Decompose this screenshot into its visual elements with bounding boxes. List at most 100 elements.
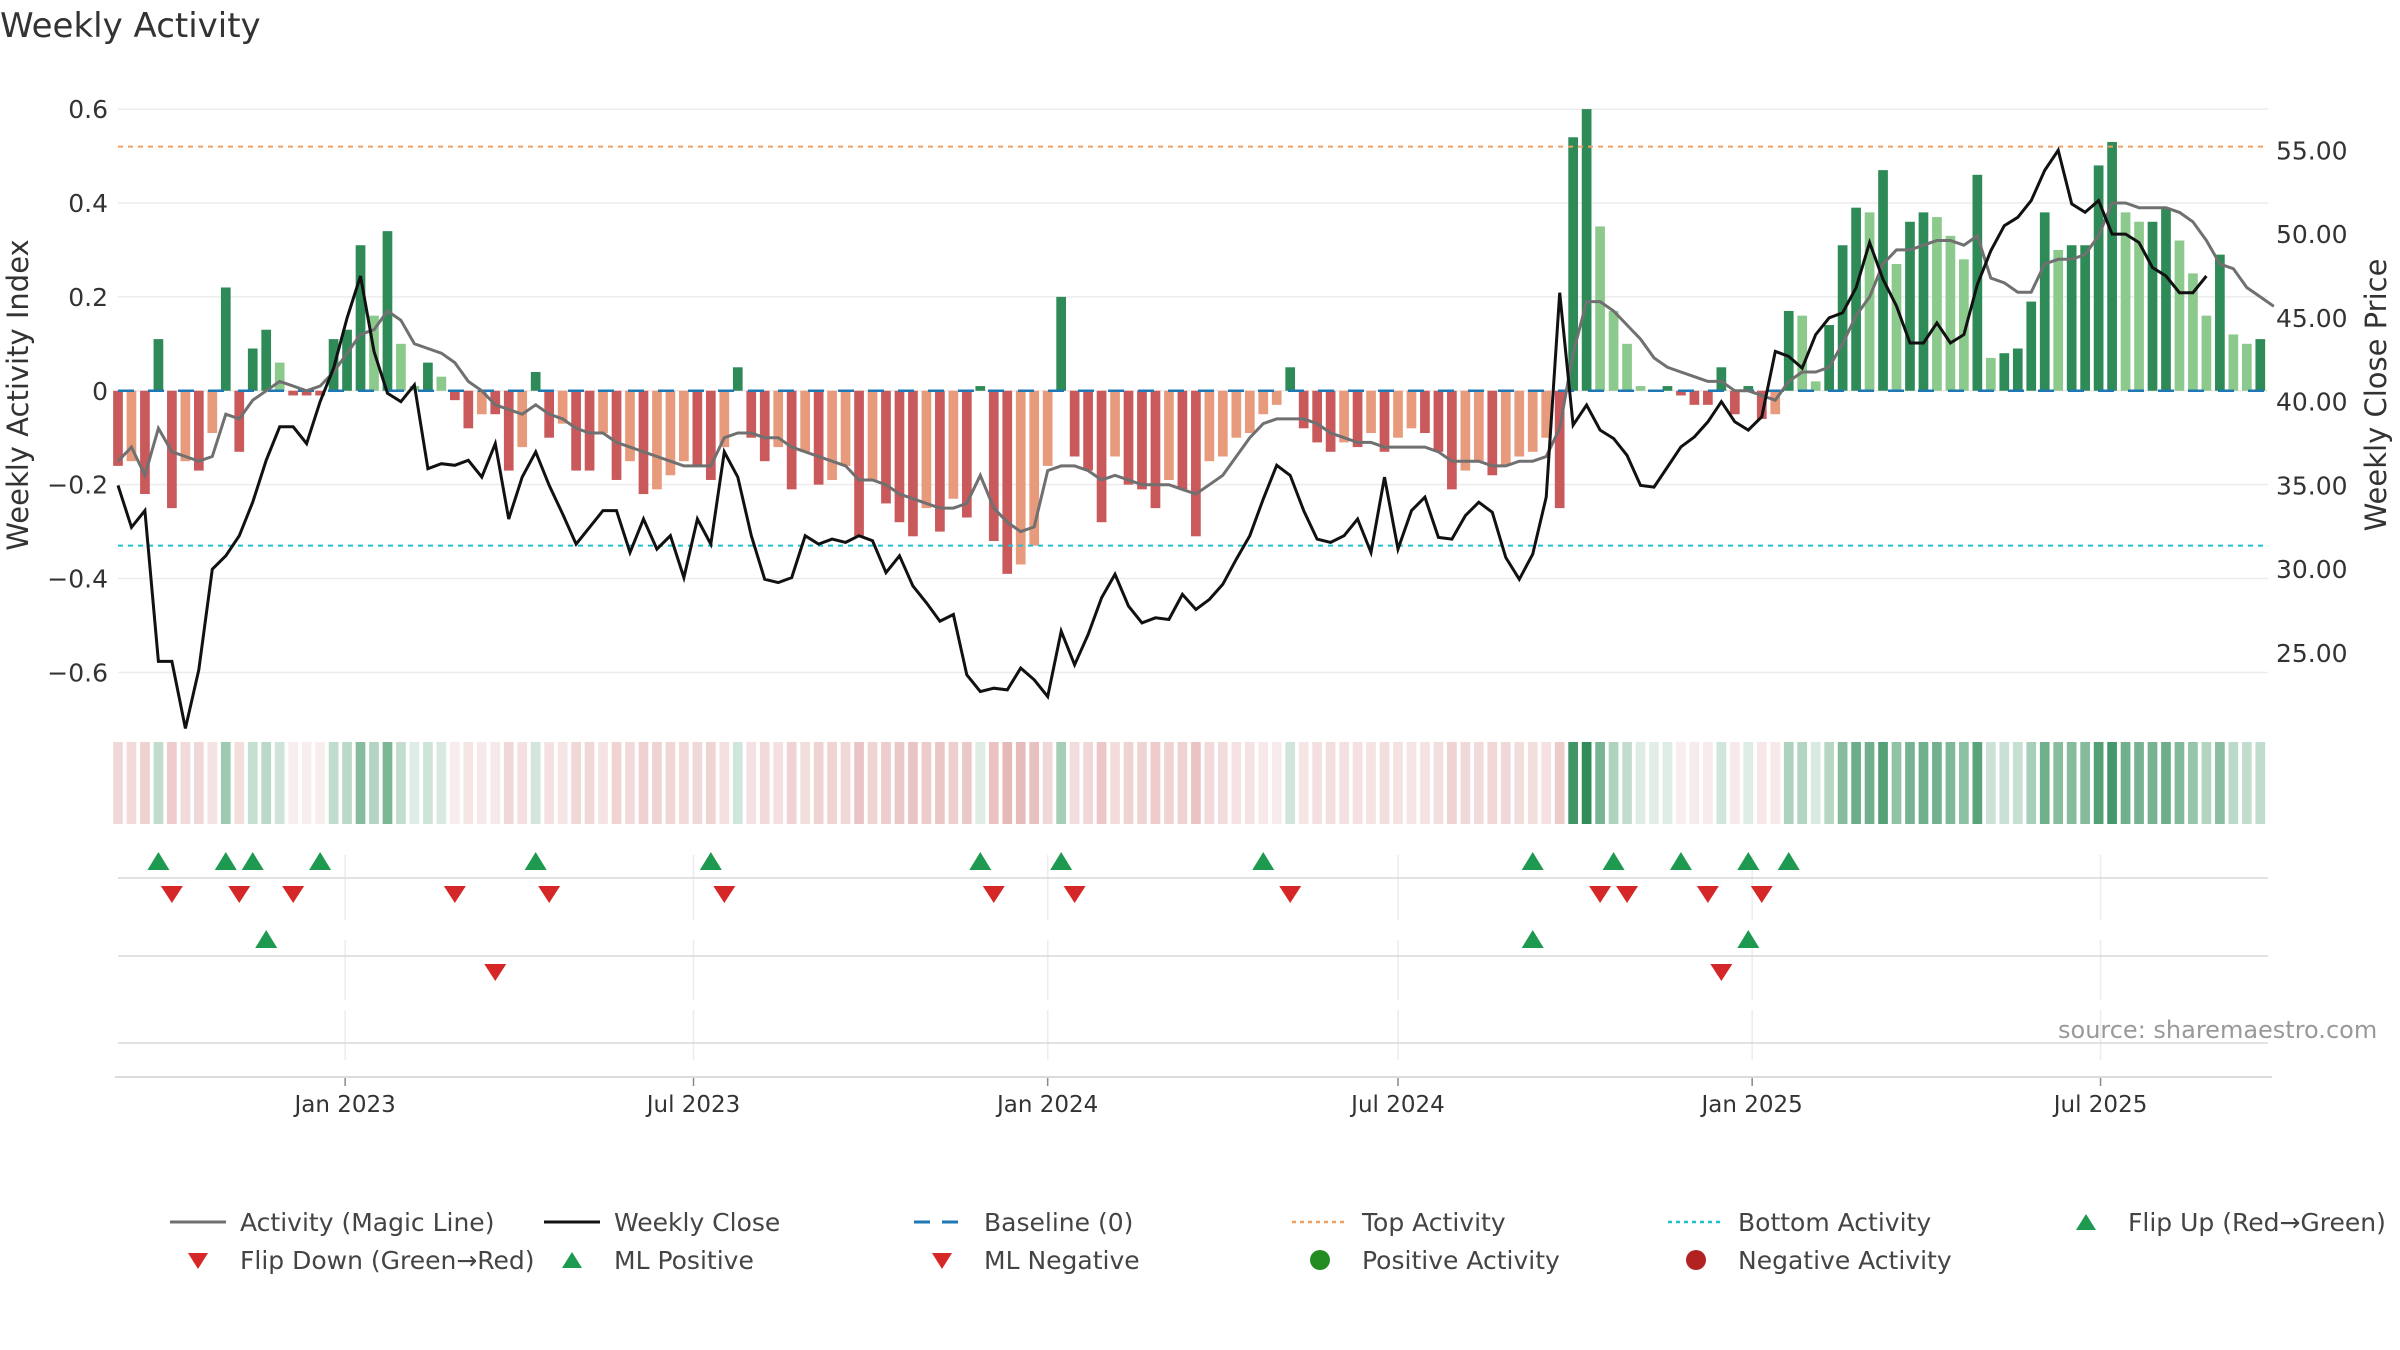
activity-bar bbox=[1891, 264, 1902, 391]
activity-bar bbox=[1837, 245, 1848, 391]
legend-item: Top Activity bbox=[1290, 1205, 1506, 1239]
activity-bar bbox=[1770, 390, 1781, 415]
activity-bar bbox=[746, 390, 757, 438]
activity-bar bbox=[692, 390, 703, 466]
heat-strip-cell bbox=[1164, 742, 1174, 824]
flip-up-marker bbox=[241, 852, 264, 870]
activity-bar bbox=[490, 390, 501, 415]
heat-strip-cell bbox=[1514, 742, 1525, 824]
flip-up-marker bbox=[214, 852, 237, 870]
heat-strip-cell bbox=[705, 742, 716, 824]
heat-strip-cell bbox=[1271, 742, 1282, 824]
heat-strip-cell bbox=[1433, 742, 1444, 824]
y-left-tick-label: 0.4 bbox=[68, 189, 108, 218]
heat-strip-cell bbox=[1379, 742, 1390, 824]
heat-strip-cell bbox=[2161, 742, 2171, 824]
activity-bar bbox=[1756, 390, 1767, 419]
legend-item: Activity (Magic Line) bbox=[168, 1205, 494, 1239]
heat-strip-cell bbox=[234, 742, 245, 824]
activity-bar bbox=[705, 390, 716, 480]
activity-bar bbox=[1541, 390, 1552, 438]
x-tick-label: Jan 2023 bbox=[292, 1092, 395, 1118]
activity-bar bbox=[113, 390, 123, 466]
y-right-tick-label: 55.00 bbox=[2276, 136, 2348, 165]
heat-strip-cell bbox=[773, 742, 784, 824]
ml-positive-marker bbox=[1521, 930, 1544, 948]
heat-strip-cell bbox=[759, 742, 770, 824]
y-axis-left-label: Weekly Activity Index bbox=[1, 239, 35, 550]
activity-bar bbox=[1689, 390, 1700, 405]
activity-bar bbox=[2161, 207, 2171, 391]
activity-bar bbox=[1514, 390, 1525, 457]
heat-strip-cell bbox=[530, 742, 541, 824]
heat-strip-cell bbox=[449, 742, 460, 824]
heat-strip-cell bbox=[1999, 742, 2010, 824]
activity-bar bbox=[1379, 390, 1390, 452]
legend-triangle-down-icon bbox=[188, 1253, 208, 1269]
heat-strip-cell bbox=[2026, 742, 2037, 824]
y-left-tick-label: −0.4 bbox=[47, 565, 108, 594]
activity-bar bbox=[1352, 390, 1363, 448]
heat-strip-cell bbox=[1689, 742, 1700, 824]
x-tick-label: Jan 2025 bbox=[1699, 1092, 1802, 1118]
legend-label: Weekly Close bbox=[614, 1207, 781, 1237]
flip-down-marker bbox=[443, 886, 466, 903]
activity-bar bbox=[1191, 390, 1201, 537]
legend-label: Flip Down (Green→Red) bbox=[240, 1245, 535, 1275]
heat-strip-cell bbox=[1756, 742, 1767, 824]
legend-label: Baseline (0) bbox=[984, 1207, 1134, 1237]
flip-down-marker bbox=[1279, 886, 1302, 903]
heat-strip-cell bbox=[1393, 742, 1403, 824]
activity-bar bbox=[894, 390, 905, 523]
y-left-tick-label: 0 bbox=[92, 377, 108, 406]
flip-up-marker bbox=[309, 852, 332, 870]
heat-strip-cell bbox=[1096, 742, 1107, 824]
activity-bar bbox=[1554, 390, 1565, 509]
heat-strip-cell bbox=[571, 742, 581, 824]
activity-bar bbox=[638, 390, 649, 495]
activity-bar bbox=[1393, 390, 1403, 438]
activity-bar bbox=[1164, 390, 1174, 480]
activity-bar bbox=[1797, 315, 1808, 391]
activity-bar bbox=[1056, 296, 1067, 391]
activity-bar bbox=[2201, 315, 2212, 391]
heat-strip-cell bbox=[1204, 742, 1215, 824]
heat-strip-cell bbox=[1015, 742, 1026, 824]
heat-strip-cell bbox=[719, 742, 730, 824]
heat-strip-cell bbox=[1770, 742, 1781, 824]
activity-bar bbox=[1029, 390, 1040, 546]
activity-bar bbox=[1729, 390, 1740, 415]
activity-bar bbox=[1447, 390, 1457, 490]
activity-bar bbox=[247, 348, 258, 391]
heat-strip-cell bbox=[921, 742, 932, 824]
activity-bar bbox=[2215, 254, 2225, 391]
heat-strip-cell bbox=[2012, 742, 2023, 824]
activity-bar bbox=[665, 390, 676, 476]
activity-bar bbox=[1460, 390, 1471, 471]
activity-bar bbox=[1527, 390, 1538, 452]
flip-up-marker bbox=[969, 852, 992, 870]
activity-bar bbox=[557, 390, 568, 424]
activity-bar bbox=[1231, 390, 1242, 438]
legend-swatch bbox=[170, 1220, 226, 1224]
activity-bar bbox=[1083, 390, 1093, 471]
activity-bar bbox=[652, 390, 662, 490]
legend-triangle-up-icon bbox=[2076, 1214, 2096, 1230]
heat-strip-cell bbox=[1069, 742, 1080, 824]
heat-strip-cell bbox=[153, 742, 164, 824]
activity-bar bbox=[288, 390, 299, 396]
flip-down-marker bbox=[1696, 886, 1719, 903]
heat-strip-cell bbox=[476, 742, 487, 824]
heat-strip-cell bbox=[1298, 742, 1309, 824]
activity-bar bbox=[1366, 390, 1376, 434]
x-tick-label: Jul 2025 bbox=[2052, 1092, 2148, 1118]
activity-bar bbox=[719, 390, 730, 448]
flip-up-marker bbox=[1602, 852, 1625, 870]
legend-swatch bbox=[932, 1253, 952, 1269]
heat-strip-cell bbox=[1420, 742, 1430, 824]
heat-strip-cell bbox=[423, 742, 433, 824]
ml-positive-marker bbox=[1737, 930, 1760, 948]
heat-strip-cell bbox=[1635, 742, 1646, 824]
heat-strip-cell bbox=[1137, 742, 1147, 824]
heat-strip-cell bbox=[1972, 742, 1983, 824]
